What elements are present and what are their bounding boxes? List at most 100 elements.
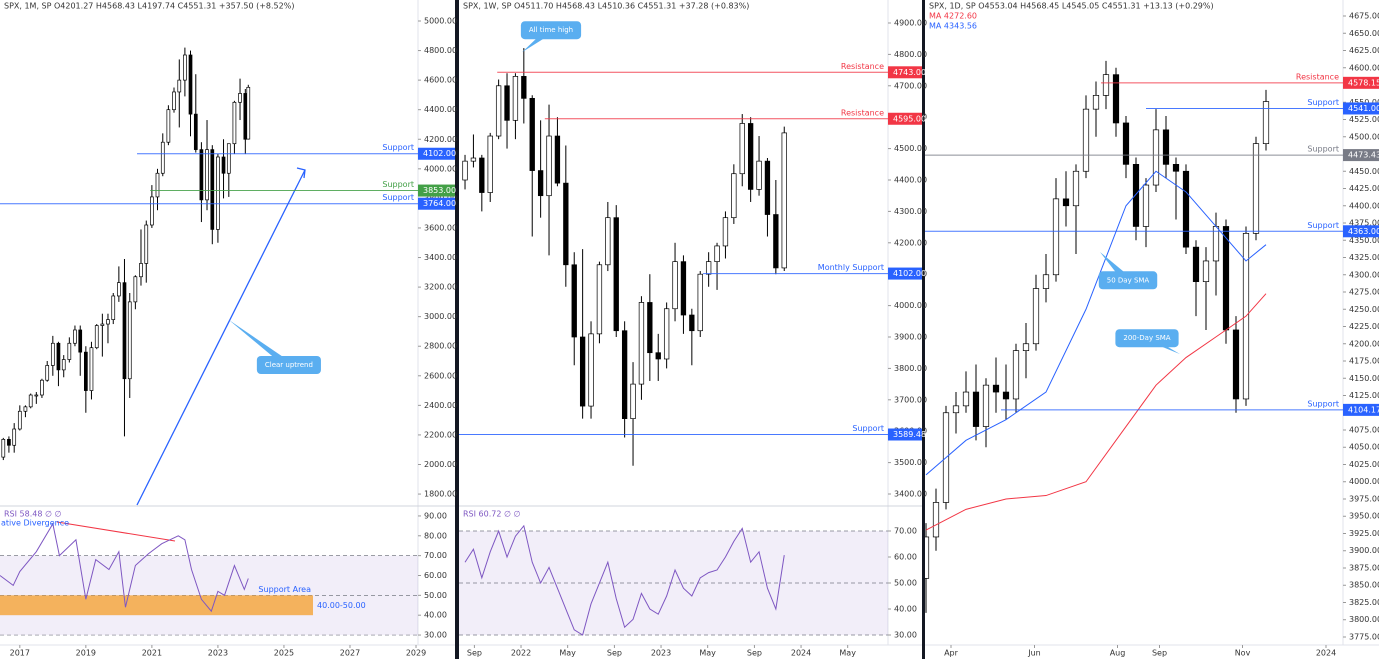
- y-tick-label: 4050.00: [1349, 443, 1379, 452]
- candle-body: [546, 135, 552, 197]
- support-area-label: 40.00-50.00: [317, 601, 366, 610]
- y-tick-label: 3775.00: [1349, 632, 1379, 641]
- x-tick-label: 2022: [511, 649, 531, 658]
- rsi-y-tick-label: 70.00: [424, 551, 447, 560]
- level-price-label: 4578.15: [1348, 78, 1379, 87]
- candle-body: [689, 314, 695, 332]
- y-tick-label: 3500.00: [894, 458, 927, 467]
- candle-body: [183, 54, 187, 81]
- y-tick-label: 4025.00: [1349, 460, 1379, 469]
- y-tick-label: 3600.00: [424, 223, 457, 232]
- y-tick-label: 2800.00: [424, 342, 457, 351]
- candle-body: [40, 379, 44, 396]
- y-tick-label: 3800.00: [1349, 615, 1379, 624]
- x-tick-label: Apr: [944, 649, 959, 658]
- y-tick-label: 4550.00: [1349, 98, 1379, 107]
- candle-body: [117, 282, 121, 297]
- candle-body: [122, 282, 127, 380]
- ma-legend: MA 4272.60: [929, 12, 977, 21]
- y-tick-label: 2200.00: [424, 430, 457, 439]
- candle-body: [111, 295, 116, 320]
- y-tick-label: 4625.00: [1349, 46, 1379, 55]
- y-tick-label: 2400.00: [424, 401, 457, 410]
- candle-body: [221, 156, 226, 174]
- candle-body: [34, 394, 39, 397]
- candle-body: [67, 342, 72, 360]
- y-tick-label: 4900.00: [894, 18, 927, 27]
- ma-legend: MA 4343.56: [929, 22, 977, 31]
- level-price-label: 4473.43: [1348, 151, 1379, 160]
- candle-body: [150, 196, 154, 226]
- x-tick-label: 2021: [142, 649, 162, 658]
- candle-body: [1122, 122, 1130, 165]
- y-tick-label: 4375.00: [1349, 219, 1379, 228]
- level-price-label: 4595.00: [893, 114, 926, 123]
- candle-body: [504, 85, 510, 121]
- candle-body: [106, 319, 110, 325]
- y-tick-label: 2600.00: [424, 371, 457, 380]
- level-price-box: [1343, 76, 1379, 89]
- y-tick-label: 4000.00: [1349, 477, 1379, 486]
- candle-body: [172, 91, 176, 111]
- level-text: Support: [382, 193, 414, 202]
- candle-body: [1182, 170, 1190, 248]
- candle-body: [1202, 260, 1210, 283]
- candle-body: [78, 329, 83, 353]
- plot: [925, 60, 1270, 613]
- x-tick-label: 2024: [1316, 649, 1336, 658]
- candle-body: [571, 264, 577, 338]
- candle-body: [663, 308, 670, 360]
- trend-line: [136, 169, 306, 506]
- candle-body: [1112, 74, 1120, 124]
- rsi-y-tick-label: 90.00: [424, 511, 447, 520]
- candle-body: [588, 333, 594, 407]
- callout-pointer: [228, 319, 295, 366]
- level-price-box: [888, 112, 922, 125]
- candle-body: [127, 301, 132, 380]
- x-tick-label: May: [559, 649, 576, 658]
- candle-body: [479, 157, 485, 193]
- y-tick-label: 4675.00: [1349, 12, 1379, 21]
- candle-body: [100, 323, 105, 326]
- y-tick-label: 3925.00: [1349, 529, 1379, 538]
- candle-body: [470, 157, 477, 162]
- y-tick-label: 4400.00: [894, 175, 927, 184]
- ma-line: [925, 293, 1267, 531]
- level-price-box: [888, 428, 922, 441]
- level-text: Support: [852, 424, 884, 433]
- level-price-label: 4541.00: [1348, 104, 1379, 113]
- candle-body: [177, 79, 182, 93]
- level-text: Support: [382, 143, 414, 152]
- candle-body: [579, 336, 586, 407]
- y-tick-label: 4125.00: [1349, 391, 1379, 400]
- level-price-box: [1343, 403, 1379, 416]
- level-price-label: 4743.00: [893, 68, 926, 77]
- candle-body: [188, 54, 193, 115]
- candle-body: [17, 410, 22, 430]
- candle-body: [655, 352, 661, 360]
- y-tick-label: 3950.00: [1349, 512, 1379, 521]
- candle-body: [193, 113, 198, 150]
- candle-body: [925, 536, 930, 579]
- chart-header: SPX, 1M, SP O4201.27 H4568.43 L4197.74 C…: [4, 2, 294, 11]
- y-tick-label: 4150.00: [1349, 374, 1379, 383]
- level-text: Support: [1307, 98, 1339, 107]
- candle-body: [160, 141, 165, 174]
- callout-box: [1115, 329, 1179, 348]
- candle-body: [512, 76, 519, 121]
- candle-body: [7, 439, 11, 446]
- candle-body: [28, 394, 33, 408]
- x-tick-label: 2029: [406, 649, 426, 658]
- y-tick-label: 3800.00: [894, 364, 927, 373]
- candle-body: [714, 245, 720, 262]
- candle-body: [226, 143, 231, 174]
- candle-body: [647, 302, 653, 354]
- y-tick-label: 4200.00: [894, 238, 927, 247]
- x-tick-label: Sep: [1152, 649, 1167, 658]
- support-area: [0, 595, 314, 616]
- candle-body: [487, 135, 493, 193]
- y-tick-label: 4300.00: [894, 207, 927, 216]
- level-price-label: 3589.48: [893, 430, 926, 439]
- candle-body: [1032, 288, 1040, 345]
- candle-body: [747, 123, 754, 190]
